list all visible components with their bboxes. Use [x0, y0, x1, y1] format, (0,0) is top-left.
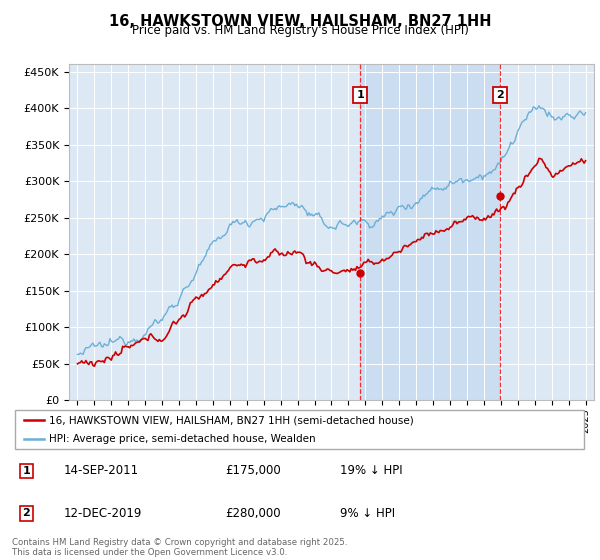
Text: 2: 2 [496, 90, 504, 100]
Text: 14-SEP-2011: 14-SEP-2011 [64, 464, 139, 478]
Text: 1: 1 [23, 466, 30, 476]
Text: 1: 1 [356, 90, 364, 100]
FancyBboxPatch shape [15, 410, 584, 449]
Bar [361, 64, 500, 400]
Text: 2: 2 [23, 508, 30, 518]
Text: Contains HM Land Registry data © Crown copyright and database right 2025.
This d: Contains HM Land Registry data © Crown c… [12, 538, 347, 557]
Text: £280,000: £280,000 [225, 507, 281, 520]
Text: 19% ↓ HPI: 19% ↓ HPI [340, 464, 403, 478]
Text: 9% ↓ HPI: 9% ↓ HPI [340, 507, 395, 520]
Text: Price paid vs. HM Land Registry's House Price Index (HPI): Price paid vs. HM Land Registry's House … [131, 24, 469, 37]
Text: 12-DEC-2019: 12-DEC-2019 [64, 507, 142, 520]
Text: £175,000: £175,000 [225, 464, 281, 478]
Text: 16, HAWKSTOWN VIEW, HAILSHAM, BN27 1HH: 16, HAWKSTOWN VIEW, HAILSHAM, BN27 1HH [109, 14, 491, 29]
Text: 16, HAWKSTOWN VIEW, HAILSHAM, BN27 1HH (semi-detached house): 16, HAWKSTOWN VIEW, HAILSHAM, BN27 1HH (… [49, 415, 414, 425]
Text: HPI: Average price, semi-detached house, Wealden: HPI: Average price, semi-detached house,… [49, 435, 316, 445]
